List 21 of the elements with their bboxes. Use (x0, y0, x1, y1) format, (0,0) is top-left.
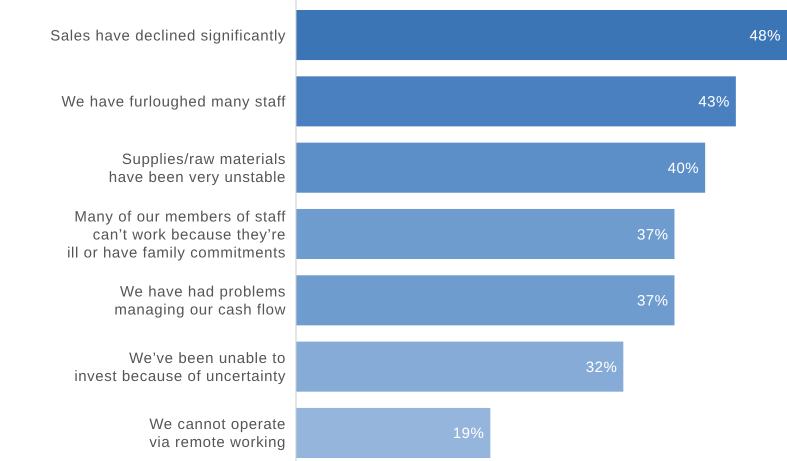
bar (296, 142, 706, 193)
y-tick-label: We have furloughed many staff (62, 94, 286, 111)
y-tick-label: Many of our members of staff can’t work because they’re ill or have family commitments (67, 208, 286, 262)
data-label: 32% (586, 358, 618, 376)
data-label: 43% (698, 94, 730, 111)
y-tick-label: We have had problems managing our cash flow (114, 284, 286, 319)
bar (296, 408, 490, 458)
bar (296, 76, 736, 126)
bar (296, 275, 674, 326)
data-label: 48% (749, 27, 781, 44)
data-label: 19% (452, 425, 484, 442)
y-tick-label: We’ve been unable to invest because of uncertainty (74, 350, 286, 385)
y-tick-label: Supplies/raw materials have been very unstable (108, 150, 286, 186)
y-tick-label: Sales have declined significantly (50, 27, 286, 44)
y-tick-label: We cannot operate via remote working (149, 416, 286, 452)
data-label: 37% (636, 226, 668, 244)
bar (296, 342, 624, 392)
data-label: 37% (636, 292, 668, 310)
data-label: 40% (668, 160, 700, 177)
bar (296, 10, 787, 60)
bar (296, 208, 674, 260)
